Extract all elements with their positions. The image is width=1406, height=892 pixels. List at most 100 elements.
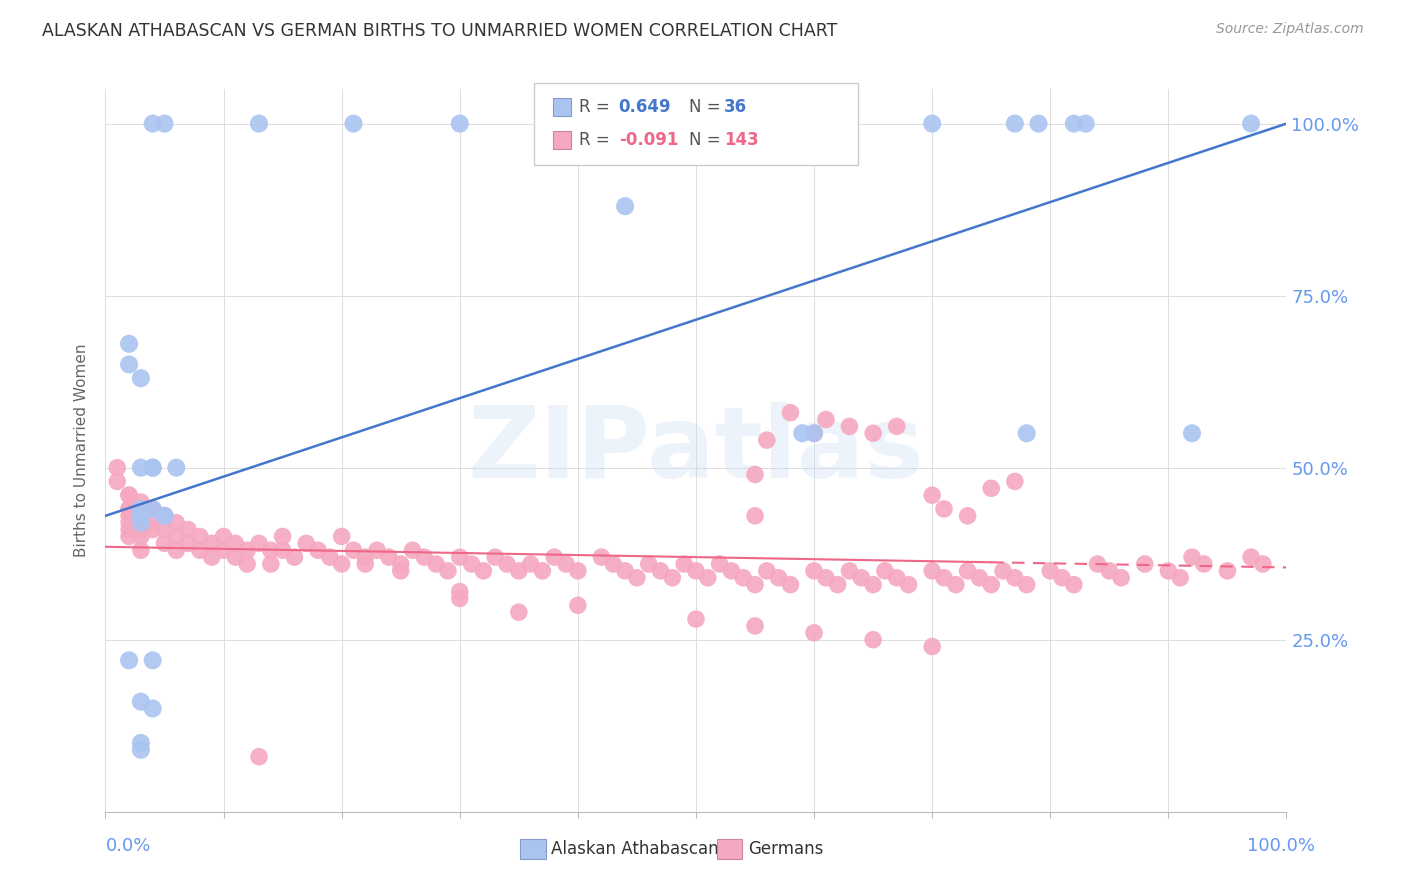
Point (862, 577, 884, 591)
Point (460, 557, 482, 571)
Point (449, 591, 471, 606)
Point (389, 557, 412, 571)
Point (1192, 557, 1215, 571)
Point (508, 605, 530, 619)
Point (897, 577, 920, 591)
Point (247, 749, 270, 764)
Point (1028, 117, 1050, 131)
Text: ALASKAN ATHABASCAN VS GERMAN BIRTHS TO UNMARRIED WOMEN CORRELATION CHART: ALASKAN ATHABASCAN VS GERMAN BIRTHS TO U… (42, 22, 838, 40)
Point (755, 433, 778, 447)
Point (1004, 117, 1026, 131)
Point (827, 577, 849, 591)
Point (1050, 571, 1073, 585)
Point (519, 557, 541, 571)
Point (307, 543, 329, 558)
Point (921, 488, 943, 502)
Point (1109, 571, 1132, 585)
Point (921, 640, 943, 654)
Text: 143: 143 (724, 131, 759, 149)
Point (142, 523, 165, 537)
Point (744, 467, 766, 482)
Point (425, 557, 447, 571)
Point (886, 419, 908, 434)
Point (779, 406, 801, 420)
Point (118, 523, 141, 537)
Point (1251, 557, 1274, 571)
Point (779, 577, 801, 591)
Point (1157, 564, 1180, 578)
Point (118, 529, 141, 543)
Point (449, 117, 471, 131)
Point (980, 577, 1002, 591)
Point (720, 564, 742, 578)
Point (945, 577, 967, 591)
Point (118, 502, 141, 516)
Point (956, 508, 979, 523)
Point (153, 508, 176, 523)
Point (271, 529, 294, 543)
Point (142, 701, 165, 715)
Point (413, 550, 436, 565)
Point (969, 571, 991, 585)
Point (129, 543, 152, 558)
Point (567, 599, 589, 613)
Point (1004, 475, 1026, 489)
Text: R =: R = (579, 131, 616, 149)
Point (1181, 426, 1204, 441)
Point (165, 543, 187, 558)
Point (496, 557, 519, 571)
Point (153, 536, 176, 550)
Point (260, 543, 283, 558)
Point (236, 557, 259, 571)
Text: N =: N = (689, 131, 725, 149)
Text: Alaskan Athabascans: Alaskan Athabascans (551, 840, 727, 858)
Point (142, 516, 165, 530)
Point (768, 571, 790, 585)
Point (118, 358, 141, 372)
Point (755, 564, 778, 578)
Point (118, 336, 141, 351)
Point (118, 488, 141, 502)
Point (1015, 577, 1038, 591)
Point (956, 564, 979, 578)
Point (851, 571, 873, 585)
Point (165, 460, 187, 475)
Text: ZIPatlas: ZIPatlas (468, 402, 924, 499)
Point (165, 529, 187, 543)
Point (932, 571, 955, 585)
Point (980, 481, 1002, 495)
Point (744, 508, 766, 523)
Text: N =: N = (689, 98, 725, 116)
Point (177, 523, 200, 537)
Point (342, 117, 364, 131)
Point (224, 536, 246, 550)
Point (862, 632, 884, 647)
Point (1240, 117, 1263, 131)
Point (873, 564, 896, 578)
Point (153, 508, 176, 523)
Text: 36: 36 (724, 98, 747, 116)
Point (153, 523, 176, 537)
Point (129, 508, 152, 523)
Point (803, 426, 825, 441)
Point (1181, 550, 1204, 565)
Text: Germans: Germans (748, 840, 824, 858)
Point (330, 557, 353, 571)
Y-axis label: Births to Unmarried Women: Births to Unmarried Women (75, 343, 90, 558)
Point (129, 529, 152, 543)
Point (437, 564, 460, 578)
Point (247, 117, 270, 131)
Point (129, 502, 152, 516)
Point (188, 543, 211, 558)
Point (803, 625, 825, 640)
Point (650, 117, 672, 131)
Point (1098, 564, 1121, 578)
Point (118, 516, 141, 530)
Point (354, 557, 377, 571)
Point (129, 460, 152, 475)
Point (531, 564, 554, 578)
Point (1087, 557, 1109, 571)
Text: -0.091: -0.091 (619, 131, 678, 149)
Point (142, 117, 165, 131)
Point (118, 508, 141, 523)
